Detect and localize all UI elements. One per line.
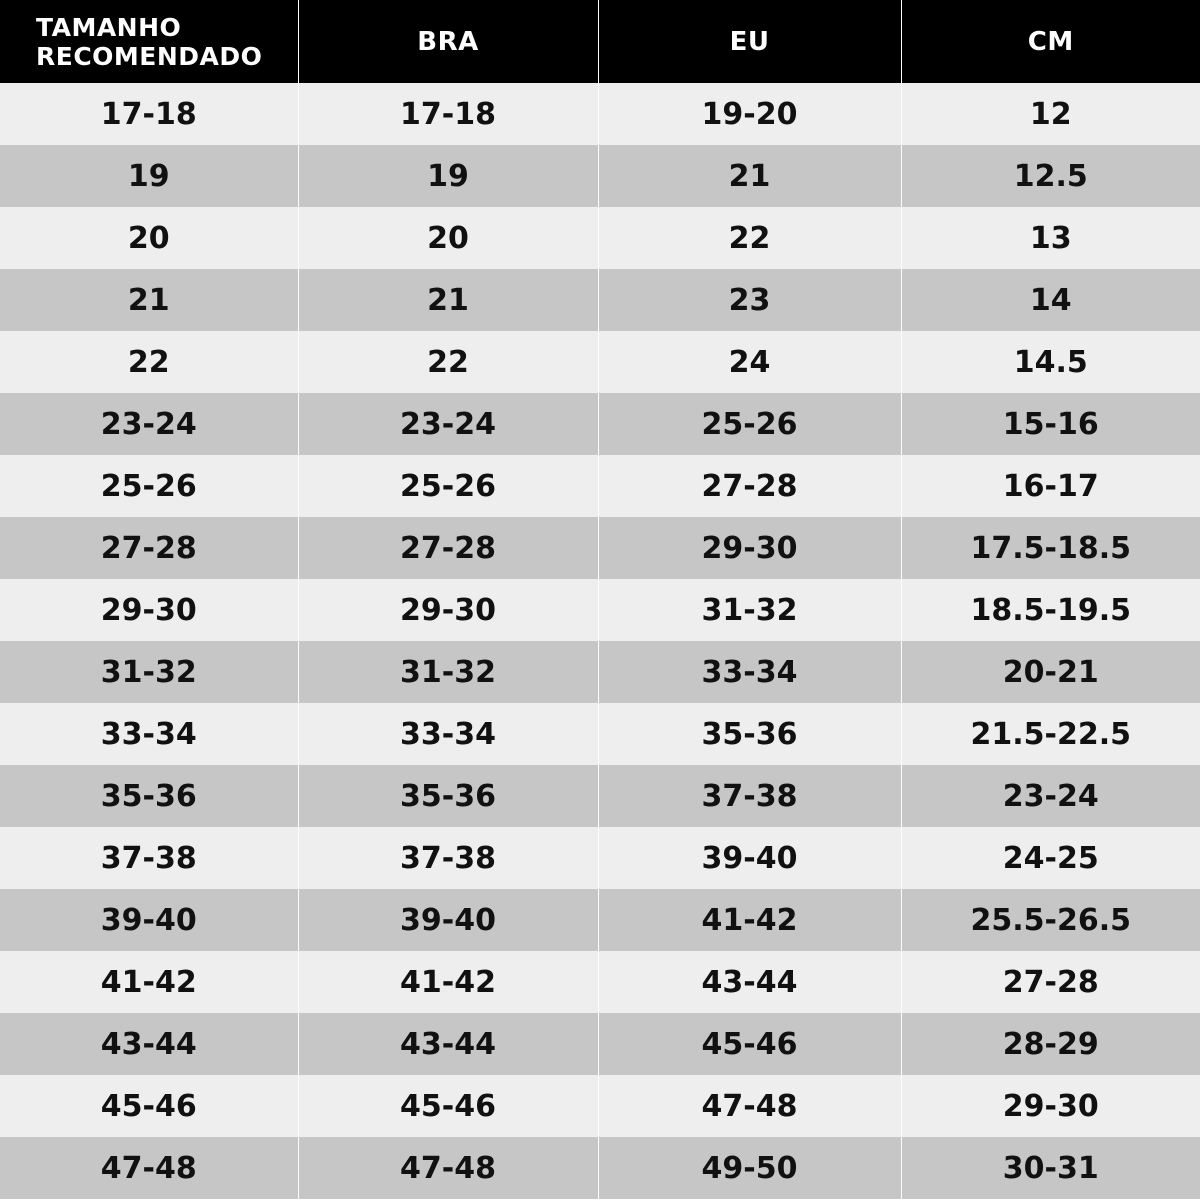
bra-cell: 45-46 <box>297 1075 598 1137</box>
bra-cell: 47-48 <box>297 1137 598 1199</box>
table-row: 17-18 17-18 19-20 12 <box>0 83 1200 145</box>
eu-cell: 49-50 <box>597 1137 901 1199</box>
cm-cell: 18.5-19.5 <box>900 579 1200 641</box>
cm-cell: 14.5 <box>900 331 1200 393</box>
table-row: 23-24 23-24 25-26 15-16 <box>0 393 1200 455</box>
cm-cell: 12.5 <box>900 145 1200 207</box>
table-row: 20 20 22 13 <box>0 207 1200 269</box>
eu-cell: 39-40 <box>597 827 901 889</box>
bra-cell: 27-28 <box>297 517 598 579</box>
cm-cell: 24-25 <box>900 827 1200 889</box>
eu-cell: 22 <box>597 207 901 269</box>
header-row: TAMANHO RECOMENDADO BRA EU CM <box>0 0 1200 83</box>
recommended-size-cell: 19 <box>0 145 298 207</box>
bra-cell: 41-42 <box>297 951 598 1013</box>
eu-cell: 47-48 <box>597 1075 901 1137</box>
header-recommended-size: TAMANHO RECOMENDADO <box>0 0 298 83</box>
recommended-size-cell: 37-38 <box>0 827 298 889</box>
cm-cell: 27-28 <box>900 951 1200 1013</box>
recommended-size-cell: 41-42 <box>0 951 298 1013</box>
table-row: 37-38 37-38 39-40 24-25 <box>0 827 1200 889</box>
eu-cell: 33-34 <box>597 641 901 703</box>
table-row: 29-30 29-30 31-32 18.5-19.5 <box>0 579 1200 641</box>
table-row: 19 19 21 12.5 <box>0 145 1200 207</box>
bra-cell: 19 <box>297 145 598 207</box>
recommended-size-cell: 25-26 <box>0 455 298 517</box>
table-row: 41-42 41-42 43-44 27-28 <box>0 951 1200 1013</box>
recommended-size-cell: 47-48 <box>0 1137 298 1199</box>
cm-cell: 25.5-26.5 <box>900 889 1200 951</box>
recommended-size-cell: 23-24 <box>0 393 298 455</box>
eu-cell: 37-38 <box>597 765 901 827</box>
table-row: 39-40 39-40 41-42 25.5-26.5 <box>0 889 1200 951</box>
cm-cell: 30-31 <box>900 1137 1200 1199</box>
bra-cell: 35-36 <box>297 765 598 827</box>
cm-cell: 13 <box>900 207 1200 269</box>
recommended-size-cell: 43-44 <box>0 1013 298 1075</box>
recommended-size-cell: 27-28 <box>0 517 298 579</box>
recommended-size-cell: 21 <box>0 269 298 331</box>
recommended-size-cell: 39-40 <box>0 889 298 951</box>
recommended-size-cell: 29-30 <box>0 579 298 641</box>
recommended-size-cell: 17-18 <box>0 83 298 145</box>
eu-cell: 41-42 <box>597 889 901 951</box>
recommended-size-cell: 45-46 <box>0 1075 298 1137</box>
cm-cell: 16-17 <box>900 455 1200 517</box>
eu-cell: 24 <box>597 331 901 393</box>
recommended-size-cell: 33-34 <box>0 703 298 765</box>
eu-cell: 43-44 <box>597 951 901 1013</box>
eu-cell: 21 <box>597 145 901 207</box>
bra-cell: 37-38 <box>297 827 598 889</box>
bra-cell: 43-44 <box>297 1013 598 1075</box>
recommended-size-cell: 22 <box>0 331 298 393</box>
eu-cell: 31-32 <box>597 579 901 641</box>
cm-cell: 21.5-22.5 <box>900 703 1200 765</box>
table-row: 43-44 43-44 45-46 28-29 <box>0 1013 1200 1075</box>
cm-cell: 23-24 <box>900 765 1200 827</box>
table-row: 33-34 33-34 35-36 21.5-22.5 <box>0 703 1200 765</box>
table-row: 47-48 47-48 49-50 30-31 <box>0 1137 1200 1199</box>
recommended-size-cell: 20 <box>0 207 298 269</box>
eu-cell: 19-20 <box>597 83 901 145</box>
table-row: 35-36 35-36 37-38 23-24 <box>0 765 1200 827</box>
bra-cell: 21 <box>297 269 598 331</box>
cm-cell: 17.5-18.5 <box>900 517 1200 579</box>
table-row: 31-32 31-32 33-34 20-21 <box>0 641 1200 703</box>
table-row: 27-28 27-28 29-30 17.5-18.5 <box>0 517 1200 579</box>
header-cm: CM <box>900 0 1200 83</box>
cm-cell: 29-30 <box>900 1075 1200 1137</box>
eu-cell: 45-46 <box>597 1013 901 1075</box>
table-row: 22 22 24 14.5 <box>0 331 1200 393</box>
bra-cell: 23-24 <box>297 393 598 455</box>
eu-cell: 27-28 <box>597 455 901 517</box>
eu-cell: 29-30 <box>597 517 901 579</box>
bra-cell: 22 <box>297 331 598 393</box>
eu-cell: 23 <box>597 269 901 331</box>
cm-cell: 28-29 <box>900 1013 1200 1075</box>
table-row: 21 21 23 14 <box>0 269 1200 331</box>
bra-cell: 20 <box>297 207 598 269</box>
recommended-size-cell: 31-32 <box>0 641 298 703</box>
bra-cell: 31-32 <box>297 641 598 703</box>
eu-cell: 25-26 <box>597 393 901 455</box>
cm-cell: 15-16 <box>900 393 1200 455</box>
header-eu: EU <box>597 0 901 83</box>
cm-cell: 20-21 <box>900 641 1200 703</box>
table-row: 25-26 25-26 27-28 16-17 <box>0 455 1200 517</box>
bra-cell: 39-40 <box>297 889 598 951</box>
table-row: 45-46 45-46 47-48 29-30 <box>0 1075 1200 1137</box>
bra-cell: 17-18 <box>297 83 598 145</box>
cm-cell: 14 <box>900 269 1200 331</box>
bra-cell: 29-30 <box>297 579 598 641</box>
eu-cell: 35-36 <box>597 703 901 765</box>
bra-cell: 33-34 <box>297 703 598 765</box>
cm-cell: 12 <box>900 83 1200 145</box>
header-bra: BRA <box>297 0 598 83</box>
recommended-size-cell: 35-36 <box>0 765 298 827</box>
bra-cell: 25-26 <box>297 455 598 517</box>
